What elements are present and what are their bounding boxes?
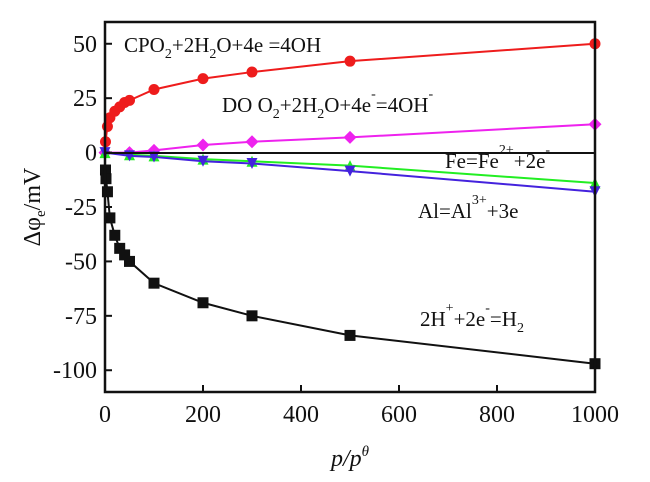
data-point xyxy=(197,297,209,309)
data-point xyxy=(124,255,135,267)
x-tick-label: 600 xyxy=(381,402,417,428)
x-tick-label: 400 xyxy=(283,402,319,428)
data-point xyxy=(148,151,160,163)
data-point xyxy=(246,310,258,322)
data-point xyxy=(114,242,126,254)
y-tick-label: -50 xyxy=(65,249,97,275)
data-point xyxy=(104,212,116,224)
data-point xyxy=(101,186,113,198)
y-tick-label: -75 xyxy=(65,304,97,330)
series-0 xyxy=(99,38,601,148)
data-point xyxy=(148,277,160,289)
data-point xyxy=(245,135,259,149)
reaction-label: Fe=Fe2++2e- xyxy=(445,143,550,173)
data-point xyxy=(148,83,160,95)
x-tick-label: 0 xyxy=(99,402,111,428)
data-point xyxy=(344,55,356,67)
data-point xyxy=(246,66,258,78)
reaction-label: Al=Al3++3e xyxy=(418,193,518,223)
series-3 xyxy=(99,147,601,198)
data-point xyxy=(196,138,210,152)
data-point xyxy=(344,329,356,341)
x-tick-label: 1000 xyxy=(571,402,619,428)
reaction-label: DO O2+2H2O+4e-=4OH- xyxy=(222,87,433,122)
data-point xyxy=(343,130,357,144)
series-4 xyxy=(99,164,601,370)
data-point xyxy=(197,73,209,85)
y-tick-label: -25 xyxy=(65,195,97,221)
data-point xyxy=(197,155,209,167)
y-axis-label: Δφe/mV xyxy=(20,167,49,246)
reaction-label: 2H++2e-=H2 xyxy=(420,301,524,336)
x-tick-label: 200 xyxy=(185,402,221,428)
data-point xyxy=(119,249,131,261)
reaction-label: CPO2+2H2O+4e =4OH xyxy=(124,33,321,62)
y-tick-label: 50 xyxy=(73,32,97,58)
x-axis-label: p/pθ xyxy=(329,444,370,472)
data-point xyxy=(246,157,258,169)
y-tick-label: 0 xyxy=(85,141,97,167)
y-tick-label: 25 xyxy=(73,86,97,112)
data-point xyxy=(109,229,121,241)
x-tick-label: 800 xyxy=(479,402,515,428)
data-point xyxy=(124,94,135,106)
data-point xyxy=(344,165,356,177)
y-tick-label: -100 xyxy=(53,358,97,384)
